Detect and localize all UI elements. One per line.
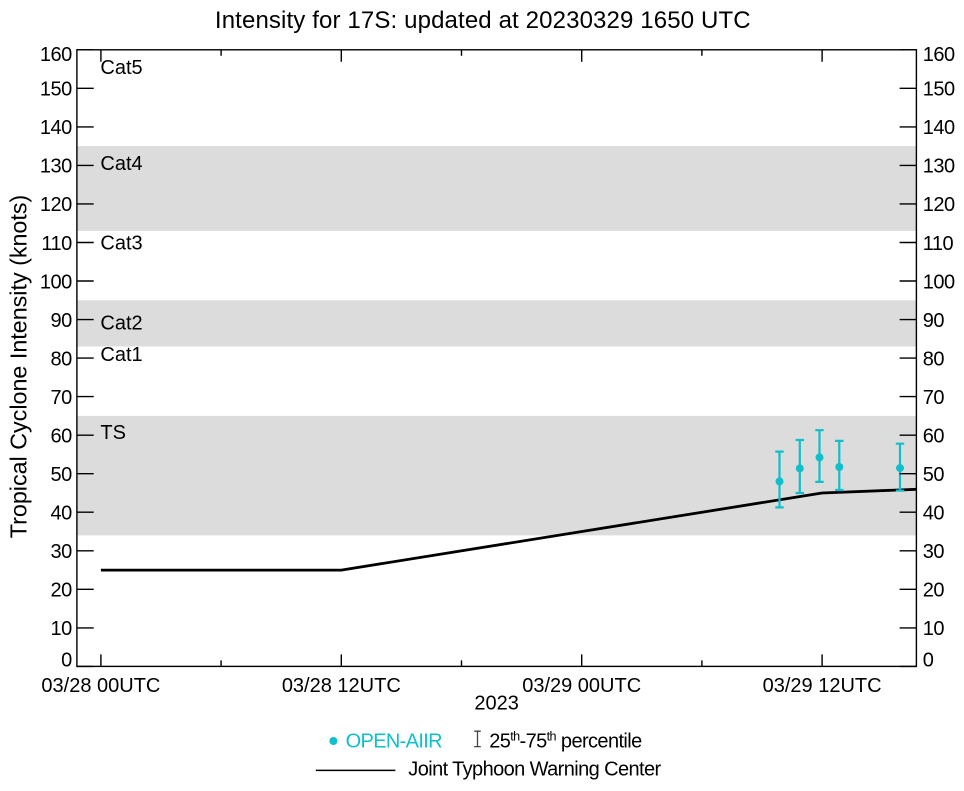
svg-text:100: 100 xyxy=(923,271,955,293)
svg-text:20: 20 xyxy=(51,580,73,602)
svg-text:Cat2: Cat2 xyxy=(100,313,142,335)
svg-text:40: 40 xyxy=(51,503,73,525)
svg-text:150: 150 xyxy=(40,79,72,101)
svg-text:10: 10 xyxy=(923,618,945,640)
svg-text:90: 90 xyxy=(51,310,73,332)
svg-text:140: 140 xyxy=(923,117,955,139)
svg-text:20: 20 xyxy=(923,580,945,602)
svg-text:80: 80 xyxy=(51,348,73,370)
svg-text:80: 80 xyxy=(923,348,945,370)
svg-text:TS: TS xyxy=(100,422,126,444)
svg-text:30: 30 xyxy=(923,541,945,563)
svg-text:0: 0 xyxy=(61,650,72,672)
svg-text:03/28 00UTC: 03/28 00UTC xyxy=(41,675,160,697)
svg-text:10: 10 xyxy=(51,618,73,640)
svg-text:Intensity for 17S: updated at: Intensity for 17S: updated at 20230329 1… xyxy=(215,7,751,34)
svg-text:150: 150 xyxy=(923,79,955,101)
svg-text:50: 50 xyxy=(923,464,945,486)
svg-text:OPEN-AIIR: OPEN-AIIR xyxy=(346,731,443,753)
svg-text:160: 160 xyxy=(923,44,955,66)
svg-text:60: 60 xyxy=(923,426,945,448)
svg-text:120: 120 xyxy=(923,194,955,216)
svg-text:03/29 00UTC: 03/29 00UTC xyxy=(522,675,641,697)
svg-text:0: 0 xyxy=(923,650,934,672)
svg-text:40: 40 xyxy=(923,503,945,525)
svg-text:140: 140 xyxy=(40,117,72,139)
svg-text:Cat3: Cat3 xyxy=(100,232,142,254)
svg-text:Tropical Cyclone Intensity (kn: Tropical Cyclone Intensity (knots) xyxy=(6,195,32,539)
svg-text:Cat5: Cat5 xyxy=(100,57,142,79)
svg-text:70: 70 xyxy=(923,387,945,409)
svg-text:25th-75th percentile: 25th-75th percentile xyxy=(489,730,642,753)
svg-text:110: 110 xyxy=(41,233,72,255)
svg-text:160: 160 xyxy=(40,44,72,66)
svg-text:90: 90 xyxy=(923,310,945,332)
svg-text:03/28 12UTC: 03/28 12UTC xyxy=(282,675,401,697)
svg-text:70: 70 xyxy=(51,387,73,409)
svg-text:2023: 2023 xyxy=(474,693,519,715)
svg-text:130: 130 xyxy=(40,156,72,178)
svg-text:03/29 12UTC: 03/29 12UTC xyxy=(763,675,882,697)
svg-text:30: 30 xyxy=(51,541,73,563)
svg-text:110: 110 xyxy=(923,233,954,255)
svg-text:60: 60 xyxy=(51,426,73,448)
svg-text:120: 120 xyxy=(40,194,72,216)
svg-text:100: 100 xyxy=(40,271,72,293)
svg-text:Cat1: Cat1 xyxy=(100,344,142,366)
svg-text:50: 50 xyxy=(51,464,73,486)
svg-text:Cat4: Cat4 xyxy=(100,153,142,175)
svg-text:Joint Typhoon Warning Center: Joint Typhoon Warning Center xyxy=(408,758,661,780)
svg-text:130: 130 xyxy=(923,156,955,178)
